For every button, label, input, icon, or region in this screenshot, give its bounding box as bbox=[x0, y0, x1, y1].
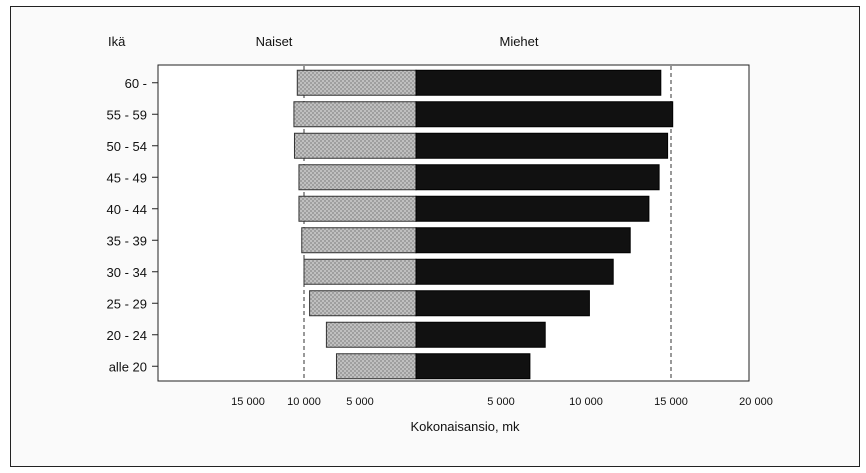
corner-label: Ikä bbox=[108, 34, 126, 49]
category-label-45-49: 45 - 49 bbox=[107, 170, 147, 185]
bar-naiset-60 bbox=[296, 69, 417, 96]
tick-label-left-10000: 10 000 bbox=[287, 396, 321, 408]
bar-naiset-50-54 bbox=[293, 132, 417, 159]
tick-label-right-20000: 20 000 bbox=[739, 396, 773, 408]
bar-naiset-55-59 bbox=[293, 101, 417, 128]
bar-miehet-50-54 bbox=[415, 132, 669, 159]
bar-miehet-20-24 bbox=[415, 321, 546, 348]
category-label-alle20: alle 20 bbox=[109, 359, 147, 374]
series-header-naiset: Naiset bbox=[256, 34, 293, 49]
tick-label-left-5000: 5 000 bbox=[346, 396, 374, 408]
bar-miehet-25-29 bbox=[415, 290, 590, 317]
category-label-35-39: 35 - 39 bbox=[107, 233, 147, 248]
pyramid-chart: 60 - 55 - 59 50 - 54 45 - 49 40 - 44 35 - 39 3… bbox=[107, 34, 773, 434]
x-axis-label: Kokonaisansio, mk bbox=[410, 419, 520, 434]
category-label-30-34: 30 - 34 bbox=[107, 265, 147, 280]
bar-miehet-35-39 bbox=[415, 227, 631, 254]
bars-group bbox=[293, 69, 674, 380]
bar-naiset-30-34 bbox=[303, 258, 417, 285]
category-label-40-44: 40 - 44 bbox=[107, 202, 147, 217]
chart-frame: 60 - 55 - 59 50 - 54 45 - 49 40 - 44 35 - 39 3… bbox=[10, 6, 860, 467]
category-label-55-59: 55 - 59 bbox=[107, 107, 147, 122]
bar-miehet-alle20 bbox=[415, 353, 531, 380]
bar-naiset-40-44 bbox=[298, 195, 417, 222]
bar-miehet-55-59 bbox=[415, 101, 674, 128]
tick-label-left-15000: 15 000 bbox=[231, 396, 265, 408]
tick-label-right-15000: 15 000 bbox=[654, 396, 688, 408]
bar-naiset-25-29 bbox=[309, 290, 417, 317]
bar-naiset-20-24 bbox=[325, 321, 417, 348]
bar-naiset-35-39 bbox=[301, 227, 417, 254]
tick-label-right-5000: 5 000 bbox=[487, 396, 515, 408]
bar-naiset-alle20 bbox=[335, 353, 417, 380]
bar-miehet-40-44 bbox=[415, 195, 650, 222]
tick-labels: 15 000 10 000 5 000 5 000 10 000 15 000 20 000 bbox=[231, 396, 773, 408]
category-label-20-24: 20 - 24 bbox=[107, 328, 147, 343]
tick-label-right-10000: 10 000 bbox=[569, 396, 603, 408]
category-label-60: 60 - bbox=[125, 76, 147, 91]
bar-miehet-60 bbox=[415, 69, 662, 96]
category-labels: 60 - 55 - 59 50 - 54 45 - 49 40 - 44 35 - 39 3… bbox=[107, 76, 158, 374]
bar-miehet-45-49 bbox=[415, 164, 660, 191]
bar-naiset-45-49 bbox=[298, 164, 417, 191]
series-header-miehet: Miehet bbox=[499, 34, 538, 49]
category-label-50-54: 50 - 54 bbox=[107, 139, 147, 154]
bar-miehet-30-34 bbox=[415, 258, 614, 285]
category-label-25-29: 25 - 29 bbox=[107, 296, 147, 311]
